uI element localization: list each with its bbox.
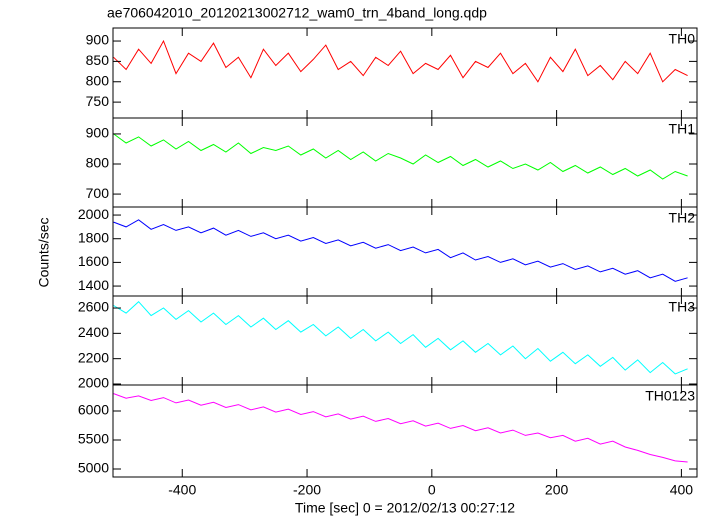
y-tick-label: 2200: [78, 349, 109, 365]
panel-frame: [112, 384, 698, 478]
x-tick-label: -200: [293, 482, 321, 498]
series-line: [113, 133, 688, 180]
panel-frame: [112, 117, 698, 208]
x-tick-label: 400: [670, 482, 694, 498]
y-tick-label: 2600: [78, 299, 109, 315]
y-tick-label: 5500: [78, 431, 109, 447]
x-tick-label: -400: [168, 482, 196, 498]
y-tick-label: 2000: [78, 206, 109, 222]
y-tick-label: 1800: [78, 229, 109, 245]
y-tick-label: 2400: [78, 324, 109, 340]
chart-title: ae706042010_20120213002712_wam0_trn_4ban…: [107, 5, 487, 21]
x-axis-label: Time [sec] 0 = 2012/02/13 00:27:12: [295, 500, 515, 516]
y-tick-label: 1600: [78, 253, 109, 269]
series-line: [113, 393, 688, 463]
y-tick-label: 700: [86, 185, 110, 201]
y-axis-label: Counts/sec: [36, 217, 52, 287]
series-label: TH2: [669, 210, 696, 226]
y-tick-label: 750: [86, 93, 110, 109]
y-tick-label: 800: [86, 155, 110, 171]
panel-frame: [112, 27, 698, 119]
series-line: [113, 300, 688, 375]
series-label: TH1: [669, 121, 696, 137]
series-label: TH3: [669, 299, 696, 315]
y-tick-label: 900: [86, 125, 110, 141]
series-label: TH0: [669, 31, 696, 47]
x-tick-label: 0: [428, 482, 436, 498]
y-tick-label: 900: [86, 32, 110, 48]
y-tick-label: 6000: [78, 402, 109, 418]
series-label: TH0123: [645, 388, 695, 404]
series-line: [113, 219, 688, 282]
y-tick-label: 800: [86, 72, 110, 88]
y-tick-label: 850: [86, 52, 110, 68]
y-tick-label: 1400: [78, 277, 109, 293]
series-line: [113, 39, 688, 83]
y-tick-label: 5000: [78, 460, 109, 476]
x-tick-label: 200: [545, 482, 569, 498]
y-tick-label: 2000: [78, 375, 109, 391]
panel-frame: [112, 206, 698, 297]
